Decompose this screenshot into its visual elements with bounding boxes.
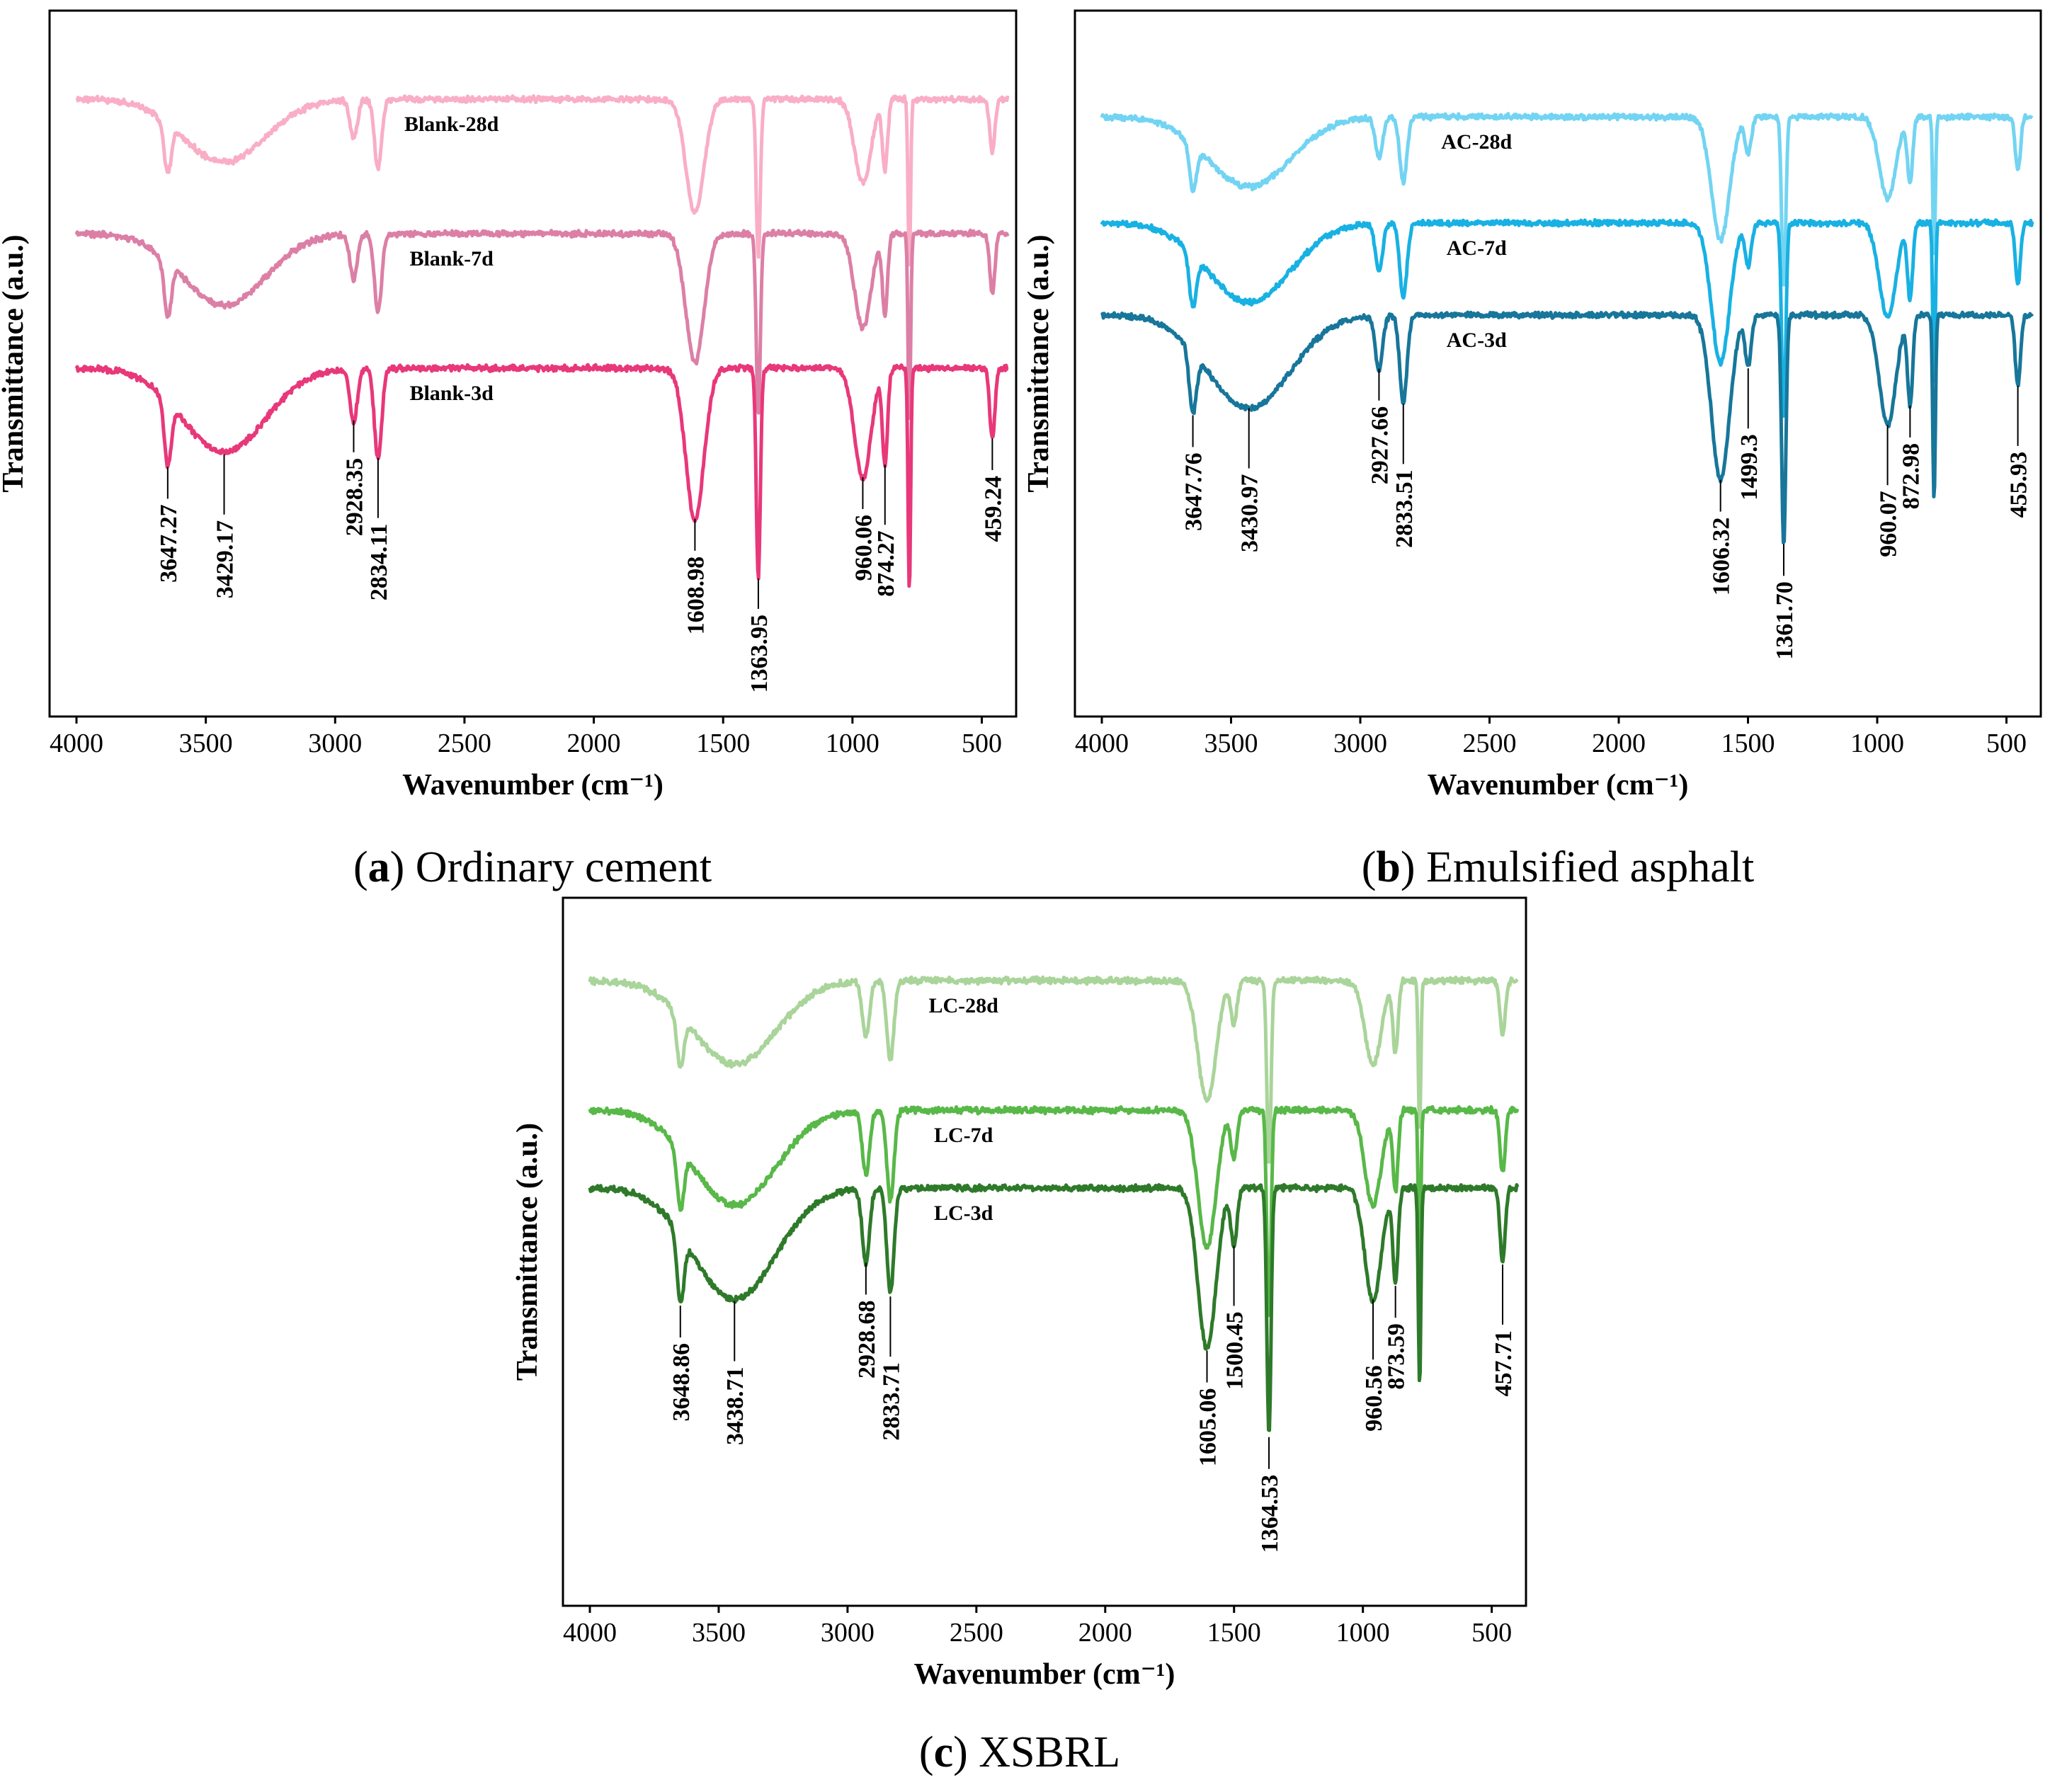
series-label: AC-3d (1447, 329, 1507, 352)
panel-caption: (c) XSBRL (919, 1728, 1120, 1776)
series-label: AC-7d (1447, 236, 1507, 260)
x-tick-label: 3000 (308, 729, 362, 758)
panel-caption: (a) Ordinary cement (353, 843, 712, 891)
peak-label: 1606.32 (1709, 518, 1735, 596)
x-tick-label: 500 (1471, 1618, 1512, 1648)
x-tick-label: 1000 (826, 729, 879, 758)
x-tick-label: 1500 (1721, 729, 1775, 758)
x-tick-label: 2000 (567, 729, 621, 758)
peak-label: 1500.45 (1222, 1311, 1248, 1390)
panel-caption: (b) Emulsified asphalt (1362, 843, 1754, 891)
plot-frame (1074, 9, 2042, 718)
peak-label: 960.06 (850, 515, 877, 581)
series-line-ac-7d (1100, 218, 2034, 418)
panel-b-emulsified-asphalt: 4000 3500 3000 2500 2000 1500 1000 500 Wavenumbe… (1023, 9, 2042, 891)
x-tick-label: 1000 (1336, 1618, 1390, 1648)
peak-label: 2927.66 (1367, 406, 1393, 485)
plot-frame (48, 9, 1018, 718)
x-tick-label: 4000 (50, 729, 103, 758)
plot-frame (562, 896, 1527, 1607)
peak-label: 872.98 (1898, 443, 1924, 510)
x-tick-label: 3500 (692, 1618, 746, 1648)
x-tick-label: 1500 (1207, 1618, 1261, 1648)
peak-label: 3430.97 (1237, 474, 1263, 552)
peak-label: 960.07 (1876, 491, 1902, 557)
x-tick-label: 2000 (1592, 729, 1646, 758)
series-line-blank-7d (74, 228, 1010, 421)
x-tick-label: 2500 (950, 1618, 1003, 1648)
peak-label: 3647.76 (1181, 452, 1207, 531)
peak-label: 873.59 (1384, 1323, 1410, 1390)
series-label: Blank-7d (409, 247, 494, 270)
series-label: LC-3d (934, 1202, 993, 1225)
series-line-lc-3d (588, 1182, 1520, 1432)
x-axis-title: Wavenumber (cm⁻¹) (914, 1658, 1175, 1691)
x-tick-label: 1000 (1850, 729, 1904, 758)
panel-a-ordinary-cement: 4000 3500 3000 2500 2000 1500 1000 500 Wavenumbe… (0, 9, 1018, 891)
x-axis-title: Wavenumber (cm⁻¹) (402, 769, 664, 801)
peak-label: 3438.71 (722, 1366, 748, 1445)
series-line-blank-28d (75, 94, 1010, 267)
y-axis-title: Transmittance (a.u.) (0, 234, 30, 492)
peak-label: 1364.53 (1257, 1475, 1283, 1553)
peak-label: 459.24 (980, 476, 1006, 542)
peak-label: 3647.27 (156, 504, 182, 583)
series-label: AC-28d (1441, 130, 1512, 154)
peak-label: 2834.11 (366, 524, 392, 601)
peak-label: 2833.71 (878, 1362, 904, 1441)
x-tick-label: 2000 (1078, 1618, 1132, 1648)
series-line-ac-3d (1100, 310, 2034, 544)
peak-label: 3429.17 (212, 520, 239, 599)
peak-label: 2928.35 (341, 458, 368, 537)
series-line-lc-28d (588, 975, 1519, 1164)
x-tick-label: 1500 (696, 729, 750, 758)
x-tick-label: 4000 (563, 1618, 617, 1648)
peak-label: 874.27 (873, 530, 899, 597)
series-line-ac-28d (1100, 112, 2034, 287)
peak-label: 1608.98 (683, 557, 709, 635)
peak-label: 455.93 (2006, 452, 2032, 518)
y-axis-title: Transmittance (a.u.) (1023, 234, 1055, 492)
series-label: Blank-28d (404, 113, 499, 136)
series-label: Blank-3d (409, 382, 494, 405)
x-tick-label: 3000 (821, 1618, 875, 1648)
peak-label: 3648.86 (668, 1343, 695, 1422)
x-tick-label: 2500 (1463, 729, 1517, 758)
peak-label: 2928.68 (854, 1300, 880, 1379)
peak-label: 1499.3 (1736, 434, 1763, 501)
series-line-blank-3d (74, 363, 1009, 588)
x-tick-label: 3500 (1205, 729, 1258, 758)
y-axis-title: Transmittance (a.u.) (511, 1123, 544, 1381)
peak-label: 960.56 (1361, 1365, 1387, 1432)
peak-label: 1361.70 (1772, 581, 1798, 660)
panel-c-xsbrl: 4000 3500 3000 2500 2000 1500 1000 500 Wavenumbe… (511, 896, 1527, 1776)
peak-label: 1605.06 (1195, 1388, 1221, 1466)
peak-label: 457.71 (1491, 1330, 1517, 1397)
x-tick-label: 4000 (1075, 729, 1129, 758)
series-line-lc-7d (588, 1105, 1520, 1318)
x-tick-label: 2500 (438, 729, 491, 758)
x-tick-label: 500 (1986, 729, 2027, 758)
x-tick-label: 500 (962, 729, 1002, 758)
x-tick-label: 3500 (179, 729, 233, 758)
series-label: LC-7d (934, 1124, 993, 1147)
x-axis-title: Wavenumber (cm⁻¹) (1428, 769, 1689, 801)
peak-label: 2833.51 (1391, 469, 1418, 548)
x-tick-label: 3000 (1333, 729, 1387, 758)
series-label: LC-28d (928, 994, 998, 1017)
peak-label: 1363.95 (746, 615, 773, 693)
